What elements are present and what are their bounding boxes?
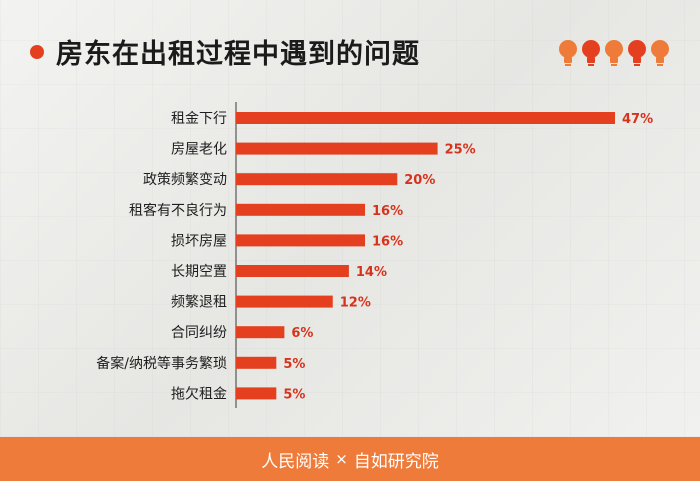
footer-separator: × (335, 450, 348, 468)
lightbulb-icons (559, 40, 669, 66)
value-label: 20% (404, 173, 435, 188)
category-label: 合同纠纷 (171, 325, 227, 341)
value-label: 16% (372, 204, 403, 219)
category-label: 频繁退租 (171, 295, 227, 311)
bar-chart: 租金下行 47% 房屋老化 25% 政策频繁变动 20% 租客有不良行为 16% 损坏房屋 16%… (96, 102, 653, 408)
value-label: 5% (283, 357, 305, 372)
value-label: 12% (340, 296, 371, 311)
bar (236, 112, 615, 124)
title-bullet (30, 45, 44, 59)
value-label: 25% (445, 143, 476, 158)
footer-partner: 自如研究院 (353, 451, 439, 472)
bar (236, 326, 285, 339)
category-label: 损坏房屋 (171, 233, 227, 249)
lightbulb-icon (559, 40, 577, 66)
bar (236, 203, 366, 216)
category-label: 租金下行 (171, 111, 227, 127)
value-label: 14% (356, 265, 387, 280)
bar (236, 387, 277, 400)
lightbulb-icon (605, 40, 623, 66)
value-label: 6% (291, 326, 313, 341)
value-label: 47% (622, 112, 653, 127)
bar (236, 295, 333, 308)
category-label: 备案/纳税等事务繁琐 (96, 355, 227, 372)
bar (236, 173, 398, 186)
bar (236, 356, 277, 369)
footer-bar: 人民阅读 × 自如研究院 (0, 437, 700, 481)
category-label: 政策频繁变动 (143, 171, 227, 188)
value-label: 16% (372, 234, 403, 249)
bar (236, 142, 438, 155)
lightbulb-icon (651, 40, 669, 66)
bar (236, 234, 366, 247)
lightbulb-icon (582, 40, 600, 66)
footer-publisher: 人民阅读 (261, 451, 330, 472)
lightbulb-icon (628, 40, 646, 66)
paper-background (0, 0, 700, 437)
bar (236, 265, 349, 277)
category-label: 租客有不良行为 (129, 202, 227, 219)
category-label: 拖欠租金 (171, 386, 227, 402)
category-label: 房屋老化 (171, 142, 227, 158)
value-label: 5% (283, 387, 305, 402)
page-title: 房东在出租过程中遇到的问题 (56, 39, 420, 70)
category-label: 长期空置 (171, 264, 227, 280)
